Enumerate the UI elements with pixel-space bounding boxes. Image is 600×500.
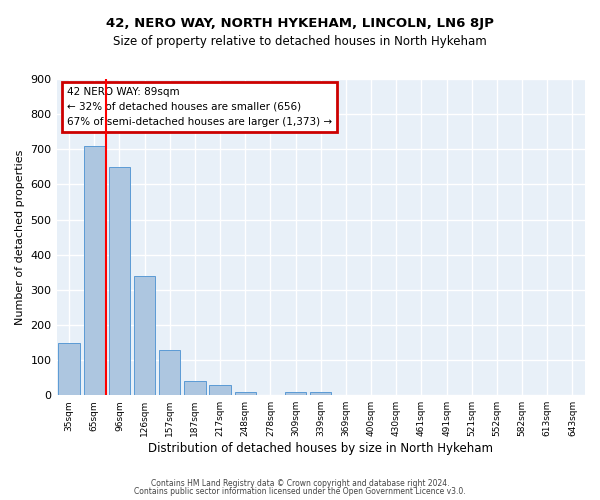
- Bar: [134, 276, 155, 395]
- Text: 42 NERO WAY: 89sqm
← 32% of detached houses are smaller (656)
67% of semi-detach: 42 NERO WAY: 89sqm ← 32% of detached hou…: [67, 87, 332, 126]
- Text: 42, NERO WAY, NORTH HYKEHAM, LINCOLN, LN6 8JP: 42, NERO WAY, NORTH HYKEHAM, LINCOLN, LN…: [106, 18, 494, 30]
- Bar: [184, 381, 206, 395]
- Y-axis label: Number of detached properties: Number of detached properties: [15, 150, 25, 325]
- Bar: [285, 392, 307, 395]
- Bar: [209, 384, 231, 395]
- X-axis label: Distribution of detached houses by size in North Hykeham: Distribution of detached houses by size …: [148, 442, 493, 455]
- Text: Size of property relative to detached houses in North Hykeham: Size of property relative to detached ho…: [113, 35, 487, 48]
- Text: Contains HM Land Registry data © Crown copyright and database right 2024.: Contains HM Land Registry data © Crown c…: [151, 478, 449, 488]
- Bar: [159, 350, 181, 395]
- Bar: [58, 342, 80, 395]
- Bar: [83, 146, 105, 395]
- Text: Contains public sector information licensed under the Open Government Licence v3: Contains public sector information licen…: [134, 488, 466, 496]
- Bar: [310, 392, 331, 395]
- Bar: [109, 167, 130, 395]
- Bar: [235, 392, 256, 395]
